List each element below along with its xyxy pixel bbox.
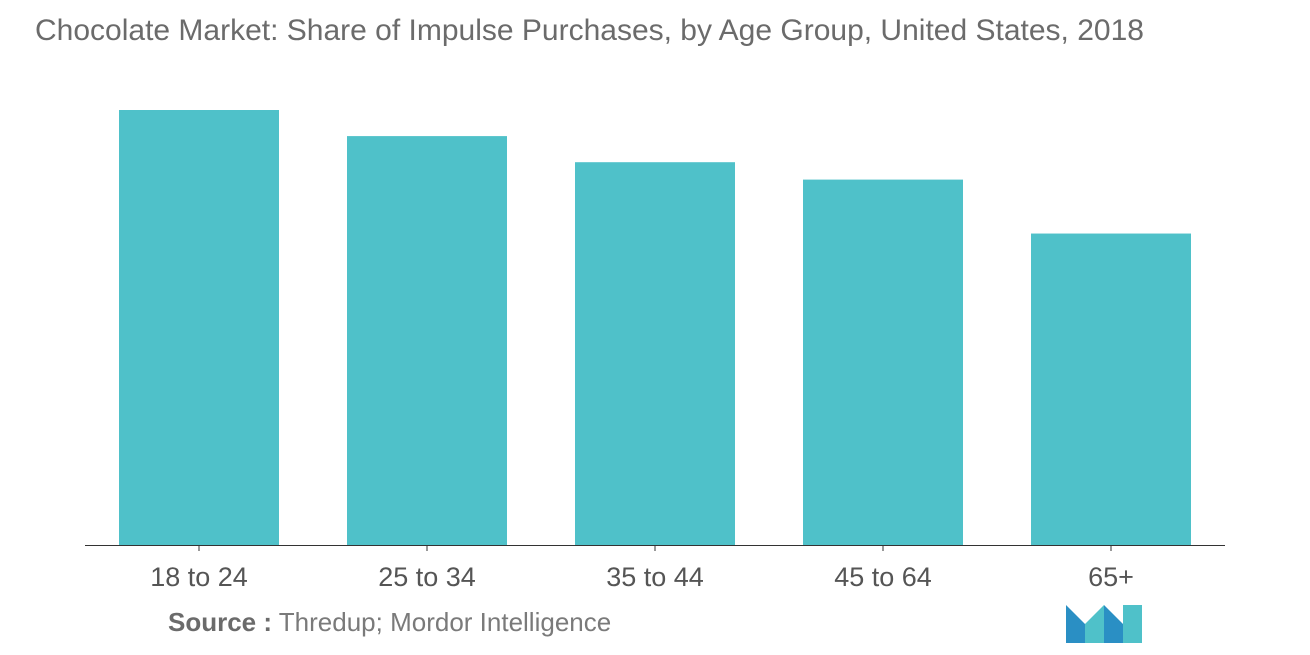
source-label: Source : bbox=[168, 607, 273, 637]
bar-35-to-44 bbox=[575, 162, 735, 545]
bar-chart: 18 to 24 25 to 34 35 to 44 45 to 64 65+ bbox=[85, 110, 1225, 592]
bar-25-to-34 bbox=[347, 136, 507, 545]
mordor-intelligence-logo-icon bbox=[1066, 605, 1142, 643]
x-tick-label: 65+ bbox=[1088, 562, 1134, 592]
x-tick-label: 45 to 64 bbox=[834, 562, 932, 592]
x-tick-label: 18 to 24 bbox=[150, 562, 248, 592]
source-text: Thredup; Mordor Intelligence bbox=[278, 607, 612, 637]
chart-title: Chocolate Market: Share of Impulse Purch… bbox=[35, 14, 1144, 47]
bars-group bbox=[119, 110, 1191, 546]
bar-18-to-24 bbox=[119, 110, 279, 545]
x-axis-ticks bbox=[198, 545, 1112, 551]
x-tick-label: 25 to 34 bbox=[378, 562, 476, 592]
source-note: Source : Thredup; Mordor Intelligence bbox=[168, 607, 611, 638]
x-axis-tick-labels: 18 to 24 25 to 34 35 to 44 45 to 64 65+ bbox=[150, 562, 1134, 592]
bar-65plus bbox=[1031, 233, 1191, 546]
x-tick-label: 35 to 44 bbox=[606, 562, 704, 592]
bar-45-to-64 bbox=[803, 179, 963, 545]
